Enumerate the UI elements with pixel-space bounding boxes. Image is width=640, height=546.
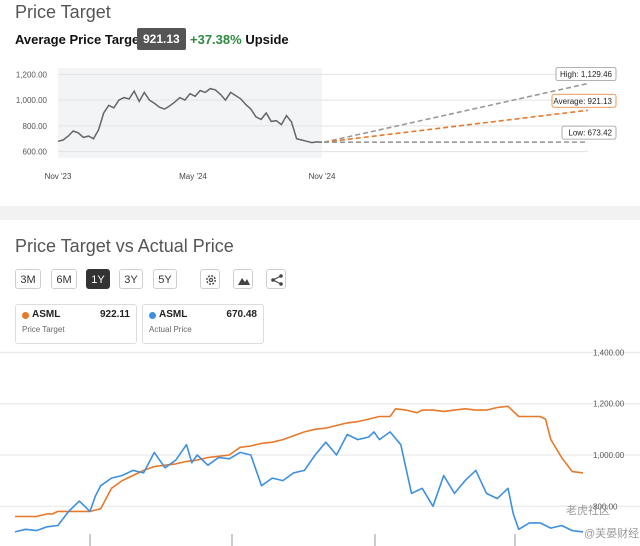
section-divider [0,206,640,220]
settings-button[interactable] [200,269,220,289]
y-tick-label: 1,000.00 [593,451,625,460]
upside-text: Upside [245,32,289,47]
x-tick-label: Nov '23 [45,172,72,181]
range-button-1y[interactable]: 1Y [86,269,110,289]
price-target-chart: 600.00 800.00 1,000.00 1,200.00 Nov '23 May '… [16,67,617,181]
actual-price-line [14,431,584,533]
range-button-3m[interactable]: 3M [15,269,41,289]
mountain-chart-icon [238,278,250,285]
history-shaded-area [58,68,322,158]
legend-card-actual-price: ASML 670.48 Actual Price [142,304,264,344]
gear-icon [206,275,216,285]
upside-percent: +37.38% [190,32,242,47]
y-tick-label: 800.00 [23,122,48,131]
price-target-vs-actual-chart: 800.00 1,000.00 1,200.00 1,400.00 [0,348,640,546]
projection-label-average: Average: 921.13 [553,97,612,106]
share-icon [271,274,283,286]
y-tick-label: 1,200.00 [16,70,48,79]
legend-value: 670.48 [226,309,257,320]
projection-line-average [323,109,589,143]
legend-sublabel: Price Target [22,325,65,334]
price-history-line [57,87,323,144]
range-button-6m[interactable]: 6M [51,269,77,289]
upside-indicator: +37.38% Upside [190,32,289,47]
range-button-5y[interactable]: 5Y [153,269,177,289]
average-price-target-badge: 921.13 [137,28,186,50]
projection-label-box [555,67,617,81]
range-button-3y[interactable]: 3Y [119,269,143,289]
section-title-price-target-vs-actual: Price Target vs Actual Price [15,236,234,256]
projection-line-high [323,82,589,143]
legend-sublabel: Actual Price [149,325,192,334]
projection-label-low: Low: 673.42 [568,129,612,138]
chart-type-button[interactable] [233,269,253,289]
average-price-target-label: Average Price Target [15,32,144,47]
legend-dot-orange [22,312,29,319]
projection-label-box [561,125,617,140]
projection-label-box [551,93,617,108]
legend-card-price-target: ASML 922.11 Price Target [15,304,137,344]
projection-label-high: High: 1,129.46 [560,70,613,79]
x-tick-label: May '24 [179,172,207,181]
watermark-handle: @芙晏财经 [584,528,640,540]
legend-dot-blue [149,312,156,319]
y-tick-label: 800.00 [593,502,618,511]
y-tick-label: 1,000.00 [16,96,48,105]
watermark-community: 老虎社区 [566,505,610,517]
legend-ticker: ASML [32,309,61,320]
price-target-line [15,405,584,518]
page-title: Price Target [15,2,111,22]
y-tick-label: 1,400.00 [593,348,625,357]
y-tick-label: 600.00 [23,148,48,157]
y-tick-label: 1,200.00 [593,400,625,409]
legend-value: 922.11 [99,309,130,320]
x-tick-label: Nov '24 [309,172,336,181]
legend-ticker: ASML [159,309,188,320]
share-button[interactable] [266,269,286,289]
